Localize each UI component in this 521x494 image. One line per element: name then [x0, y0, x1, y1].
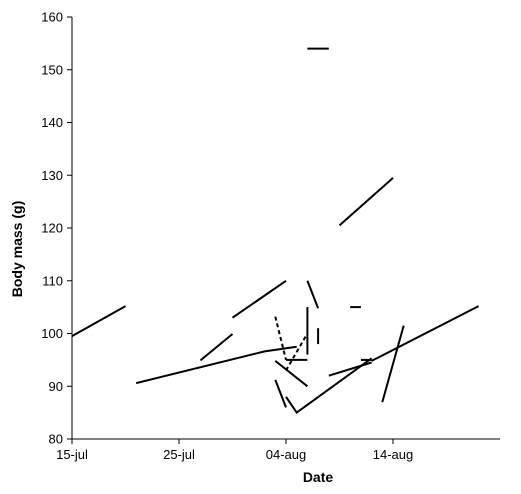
x-axis-ticks: 15-jul 25-jul 04-aug 14-aug [56, 439, 413, 462]
series-line-12 [306, 280, 320, 309]
y-tick-label: 160 [41, 10, 63, 25]
series-line-19 [381, 325, 405, 403]
series-line-4 [231, 279, 287, 319]
y-tick-label: 110 [42, 273, 63, 288]
series-line-2 [135, 345, 297, 385]
x-tick-label: 15-jul [56, 447, 88, 462]
y-axis-title: Body mass (g) [9, 201, 25, 297]
series-line-7 [285, 357, 373, 415]
series-line-6 [274, 360, 309, 388]
series-line-17 [328, 361, 372, 377]
x-tick-label: 04-aug [266, 447, 306, 462]
series-line-1 [71, 305, 126, 337]
y-tick-label: 90 [49, 379, 63, 394]
x-axis-title: Date [303, 469, 334, 485]
y-tick-label: 100 [41, 326, 63, 341]
x-tick-label: 14-aug [373, 447, 413, 462]
series-line-3 [199, 333, 234, 362]
y-axis-ticks: 80 90 100 110 120 130 140 150 160 [41, 10, 72, 447]
y-tick-label: 150 [41, 62, 63, 77]
series-line-9 [285, 332, 309, 371]
x-tick-label: 25-jul [163, 447, 195, 462]
y-tick-label: 140 [41, 115, 63, 130]
y-tick-label: 80 [49, 432, 63, 447]
y-tick-label: 120 [41, 221, 63, 236]
axis-layer [71, 17, 500, 440]
series-line-15 [338, 177, 394, 227]
y-tick-label: 130 [41, 168, 63, 183]
series-line-20 [371, 305, 480, 362]
series-line-8 [274, 316, 287, 361]
series-layer [71, 47, 480, 415]
series-line-5 [274, 379, 287, 408]
